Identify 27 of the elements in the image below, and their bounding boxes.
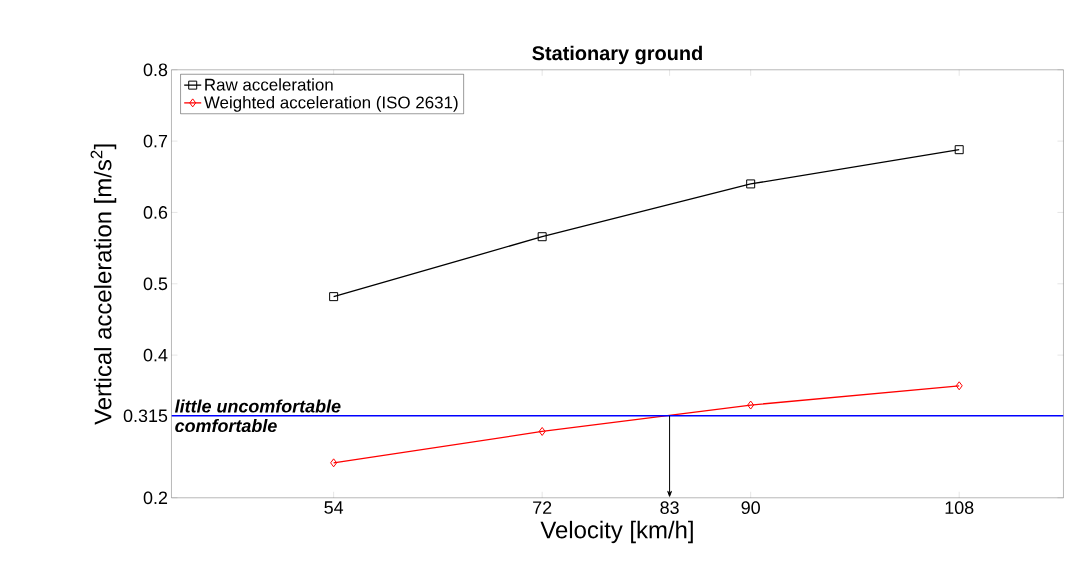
y-tick-label: 0.4: [143, 348, 168, 362]
x-tick-label: 90: [741, 501, 760, 514]
x-tick-label: 72: [533, 501, 552, 514]
point: [330, 458, 338, 468]
y-tick-label: 0.7: [143, 134, 168, 148]
point: [747, 400, 755, 410]
point: [537, 232, 547, 242]
y-tick-label: 0.2: [143, 491, 168, 505]
legend-label: Raw acceleration: [205, 78, 333, 91]
y-tick-label: 0.8: [143, 63, 168, 77]
point: [538, 426, 546, 436]
y-tick-label: 0.315: [123, 409, 168, 423]
chart-title: Stationary ground: [532, 45, 702, 65]
annotation: comfortable: [175, 418, 277, 433]
point: [746, 179, 756, 189]
y-tick-label: 0.5: [143, 277, 168, 291]
x-tick-label: 54: [324, 501, 344, 514]
y-axis-title: Vertical acceleration [m/s$^{2}$]: [90, 144, 117, 425]
x-axis-title: Velocity [km/h]: [540, 520, 693, 544]
x-tick-label: 108: [945, 501, 974, 514]
y-tick-label: 0.6: [143, 206, 168, 219]
x-tick-label: 83: [660, 501, 679, 514]
annotation: little uncomfortable: [174, 399, 341, 413]
point: [954, 145, 964, 155]
legend-label: Weighted acceleration (ISO 2631): [203, 96, 458, 112]
point: [955, 381, 963, 391]
point: [329, 292, 339, 302]
